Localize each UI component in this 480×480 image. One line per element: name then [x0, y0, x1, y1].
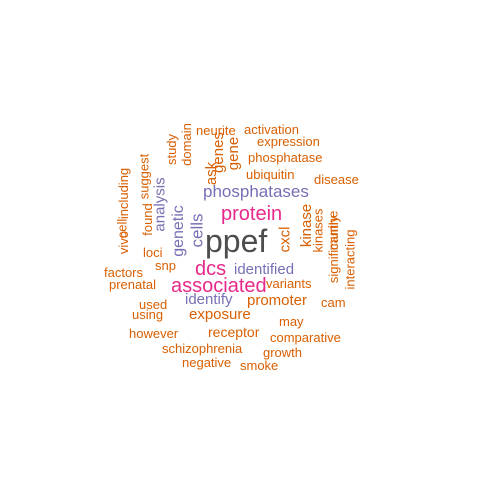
word-negative: negative: [182, 355, 232, 370]
word-however: however: [129, 326, 179, 341]
word-identified: identified: [234, 261, 295, 278]
word-significantly: significantly: [326, 215, 342, 284]
word-variants: variants: [266, 276, 312, 291]
word-identify: identify: [185, 291, 233, 308]
word-cell: cell: [114, 218, 130, 239]
word-domain: domain: [178, 123, 194, 166]
word-associated: associated: [171, 275, 267, 297]
word-smoke: smoke: [240, 358, 279, 373]
word-used: used: [139, 297, 168, 312]
word-ppef: ppef: [205, 223, 268, 259]
word-cam: cam: [321, 295, 346, 310]
word-phosphatases: phosphatases: [203, 182, 309, 201]
word-cells: cells: [187, 213, 207, 248]
word-using: using: [132, 307, 164, 322]
word-receptor: receptor: [208, 324, 260, 340]
word-may: may: [279, 314, 304, 329]
word-schizophrenia: schizophrenia: [162, 341, 243, 356]
word-disease: disease: [314, 172, 359, 187]
word-found: found: [139, 203, 155, 236]
word-protein: protein: [221, 203, 283, 225]
word-ubiquitin: ubiquitin: [246, 167, 295, 182]
word-interacting: interacting: [342, 229, 358, 290]
word-genetic: genetic: [169, 205, 187, 257]
word-growth: growth: [263, 345, 303, 360]
word-expression: expression: [257, 134, 320, 149]
word-including: including: [116, 167, 132, 220]
word-snp: snp: [155, 258, 176, 273]
word-comparative: comparative: [270, 330, 341, 345]
word-neurite: neurite: [196, 123, 236, 138]
word-genes: genes: [209, 132, 227, 173]
word-gene: gene: [225, 136, 243, 171]
word-activation: activation: [244, 122, 299, 137]
word-factors: factors: [104, 265, 144, 280]
word-analysis: analysis: [151, 177, 169, 232]
word-prenatal: prenatal: [109, 277, 156, 292]
word-phosphatase: phosphatase: [248, 150, 323, 165]
word-study: study: [164, 133, 180, 166]
word-cxcl: cxcl: [276, 226, 294, 253]
word-loci: loci: [143, 245, 163, 260]
word-promoter: promoter: [247, 292, 308, 309]
word-suggest: suggest: [136, 153, 152, 200]
word-kinases: kinases: [310, 208, 326, 253]
word-dcs: dcs: [195, 258, 227, 280]
word-exposure: exposure: [189, 306, 251, 323]
